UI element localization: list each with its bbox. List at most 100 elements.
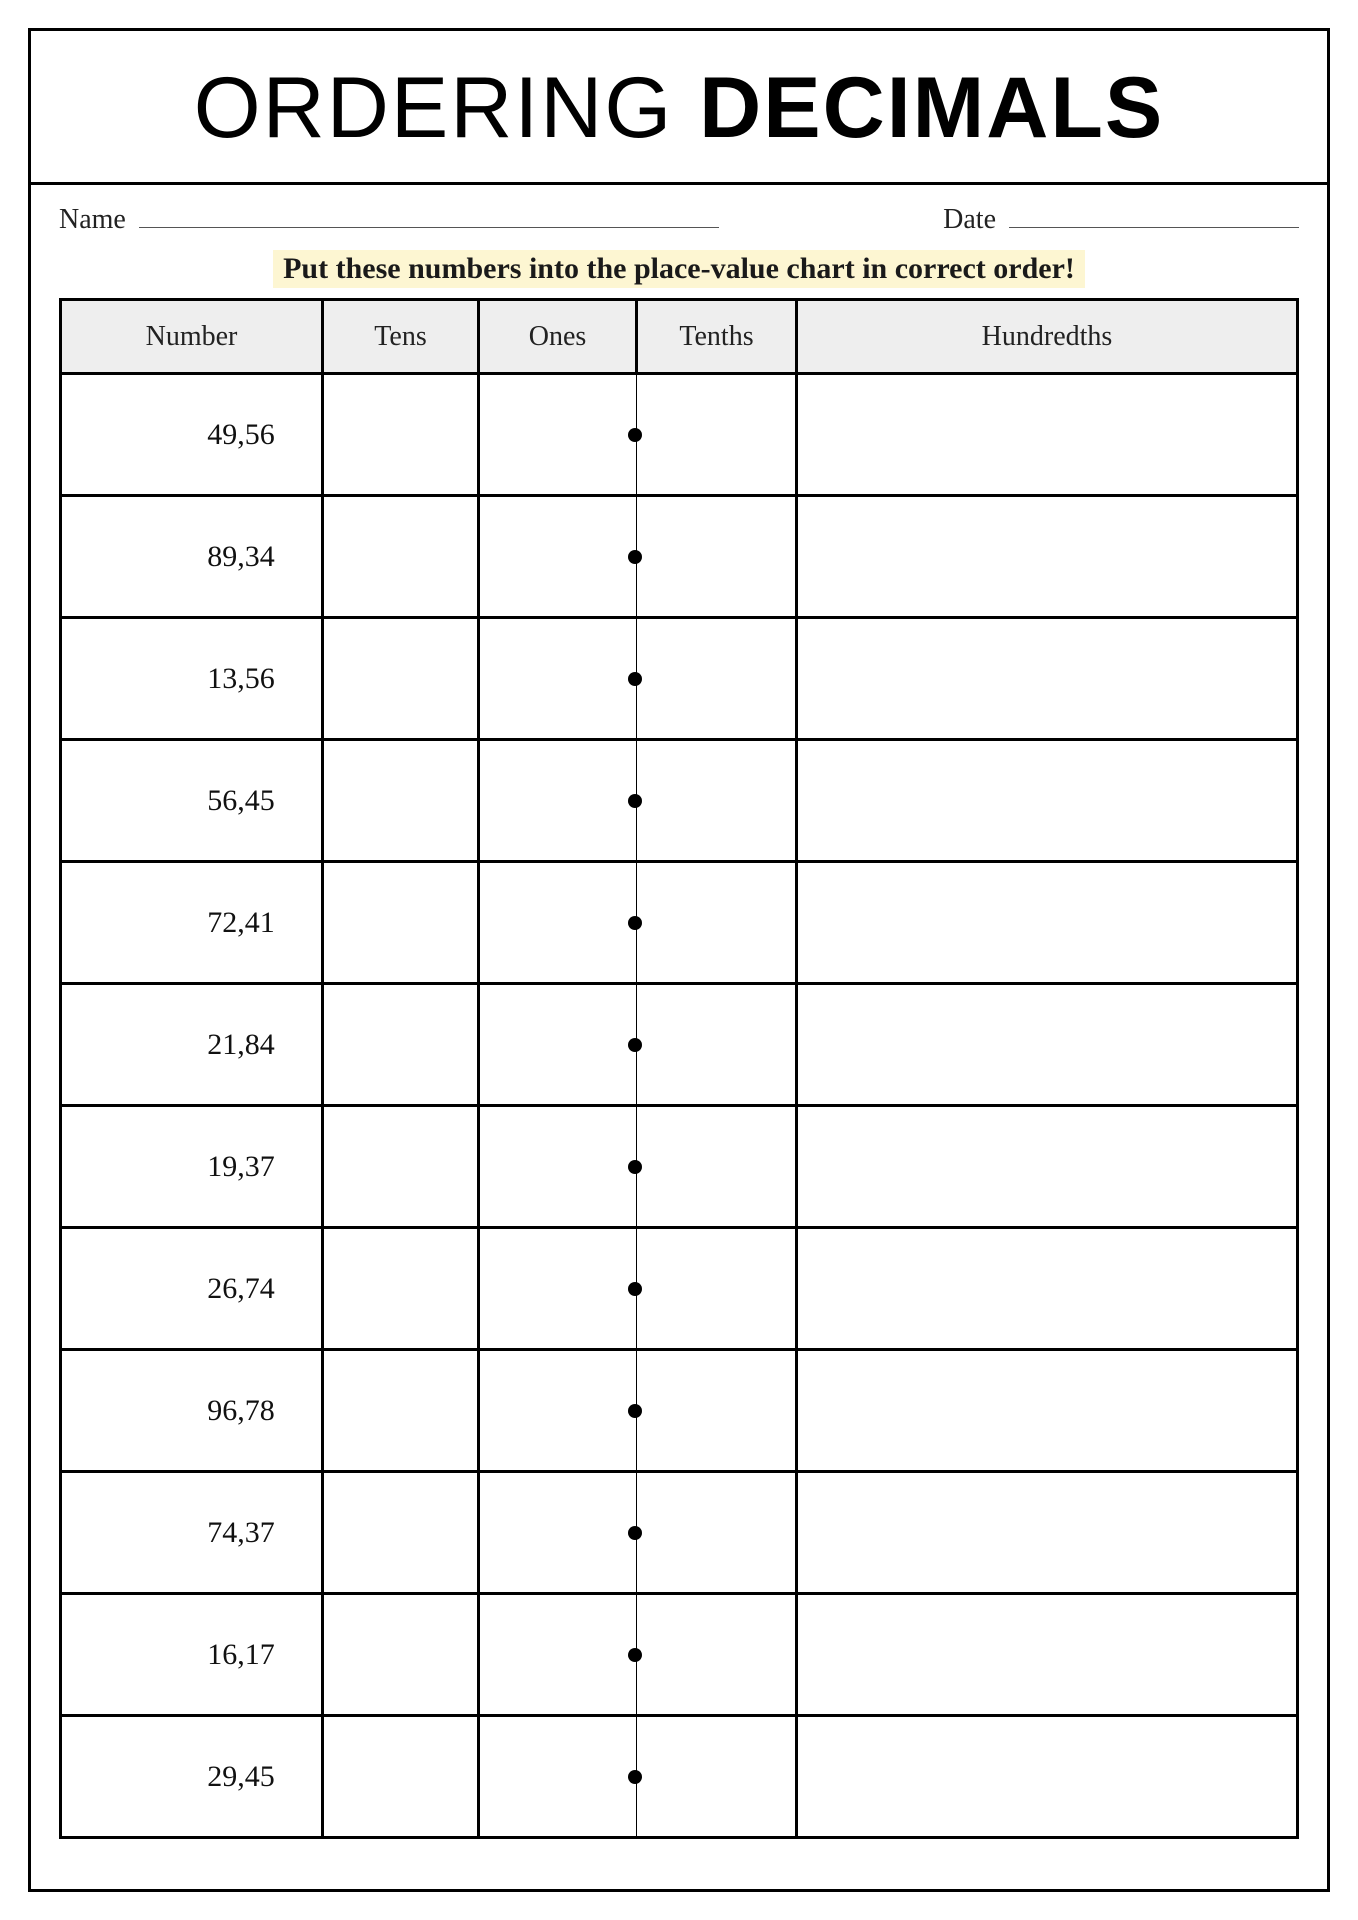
hundredths-cell[interactable] <box>797 740 1298 862</box>
decimal-point-icon <box>628 550 642 564</box>
tens-cell[interactable] <box>323 1350 479 1472</box>
title-bar: ORDERING DECIMALS <box>31 31 1327 185</box>
table-row: 19,37 <box>61 1106 1298 1228</box>
tens-cell[interactable] <box>323 1106 479 1228</box>
ones-cell[interactable] <box>479 1472 637 1594</box>
title-thin: ORDERING <box>194 60 699 156</box>
table-row: 89,34 <box>61 496 1298 618</box>
tenths-cell[interactable] <box>637 740 797 862</box>
ones-cell[interactable] <box>479 740 637 862</box>
col-ones: Ones <box>479 300 637 374</box>
ones-cell[interactable] <box>479 618 637 740</box>
worksheet-page: ORDERING DECIMALS Name Date Put these nu… <box>0 0 1358 1920</box>
decimal-point-icon <box>628 428 642 442</box>
ones-cell[interactable] <box>479 374 637 496</box>
name-blank-line[interactable] <box>139 203 719 228</box>
ones-cell[interactable] <box>479 1594 637 1716</box>
hundredths-cell[interactable] <box>797 862 1298 984</box>
number-cell: 19,37 <box>61 1106 323 1228</box>
instruction-text: Put these numbers into the place-value c… <box>273 250 1085 288</box>
tenths-cell[interactable] <box>637 862 797 984</box>
hundredths-cell[interactable] <box>797 1594 1298 1716</box>
tens-cell[interactable] <box>323 496 479 618</box>
tenths-cell[interactable] <box>637 1228 797 1350</box>
tens-cell[interactable] <box>323 1472 479 1594</box>
tenths-cell[interactable] <box>637 1472 797 1594</box>
instruction-wrap: Put these numbers into the place-value c… <box>31 236 1327 298</box>
outer-frame: ORDERING DECIMALS Name Date Put these nu… <box>28 28 1330 1892</box>
tenths-cell[interactable] <box>637 1716 797 1838</box>
hundredths-cell[interactable] <box>797 496 1298 618</box>
tens-cell[interactable] <box>323 862 479 984</box>
ones-cell[interactable] <box>479 862 637 984</box>
decimal-point-icon <box>628 916 642 930</box>
number-value: 16,17 <box>207 1638 275 1671</box>
tens-cell[interactable] <box>323 1228 479 1350</box>
decimal-point-icon <box>628 1282 642 1296</box>
hundredths-cell[interactable] <box>797 1350 1298 1472</box>
table-row: 96,78 <box>61 1350 1298 1472</box>
hundredths-cell[interactable] <box>797 984 1298 1106</box>
hundredths-cell[interactable] <box>797 618 1298 740</box>
tens-cell[interactable] <box>323 984 479 1106</box>
number-value: 89,34 <box>207 540 275 573</box>
col-tens: Tens <box>323 300 479 374</box>
number-value: 26,74 <box>207 1272 275 1305</box>
date-blank-line[interactable] <box>1009 203 1299 228</box>
number-value: 74,37 <box>207 1516 275 1549</box>
table-row: 74,37 <box>61 1472 1298 1594</box>
table-wrap: Number Tens Ones Tenths Hundredths 49,56… <box>31 298 1327 1867</box>
number-value: 49,56 <box>207 418 275 451</box>
tens-cell[interactable] <box>323 1716 479 1838</box>
hundredths-cell[interactable] <box>797 1228 1298 1350</box>
number-cell: 16,17 <box>61 1594 323 1716</box>
hundredths-cell[interactable] <box>797 1472 1298 1594</box>
tens-cell[interactable] <box>323 618 479 740</box>
tenths-cell[interactable] <box>637 496 797 618</box>
number-cell: 74,37 <box>61 1472 323 1594</box>
ones-cell[interactable] <box>479 1228 637 1350</box>
number-cell: 21,84 <box>61 984 323 1106</box>
number-value: 29,45 <box>207 1760 275 1793</box>
table-row: 72,41 <box>61 862 1298 984</box>
decimal-point-icon <box>628 1648 642 1662</box>
name-field: Name <box>59 203 719 236</box>
meta-gap <box>719 203 943 236</box>
decimal-point-icon <box>628 672 642 686</box>
number-cell: 29,45 <box>61 1716 323 1838</box>
decimal-point-icon <box>628 1160 642 1174</box>
ones-cell[interactable] <box>479 496 637 618</box>
number-value: 72,41 <box>207 906 275 939</box>
tens-cell[interactable] <box>323 374 479 496</box>
tenths-cell[interactable] <box>637 1350 797 1472</box>
page-title: ORDERING DECIMALS <box>194 60 1164 156</box>
ones-cell[interactable] <box>479 1716 637 1838</box>
tenths-cell[interactable] <box>637 984 797 1106</box>
decimal-point-icon <box>628 1038 642 1052</box>
ones-cell[interactable] <box>479 984 637 1106</box>
hundredths-cell[interactable] <box>797 374 1298 496</box>
table-row: 29,45 <box>61 1716 1298 1838</box>
number-cell: 49,56 <box>61 374 323 496</box>
number-cell: 96,78 <box>61 1350 323 1472</box>
ones-cell[interactable] <box>479 1350 637 1472</box>
tens-cell[interactable] <box>323 740 479 862</box>
hundredths-cell[interactable] <box>797 1716 1298 1838</box>
decimal-point-icon <box>628 794 642 808</box>
number-value: 21,84 <box>207 1028 275 1061</box>
tenths-cell[interactable] <box>637 1106 797 1228</box>
table-row: 26,74 <box>61 1228 1298 1350</box>
decimal-point-icon <box>628 1770 642 1784</box>
meta-row: Name Date <box>31 185 1327 236</box>
hundredths-cell[interactable] <box>797 1106 1298 1228</box>
date-field: Date <box>943 203 1299 236</box>
col-number: Number <box>61 300 323 374</box>
tenths-cell[interactable] <box>637 374 797 496</box>
number-cell: 13,56 <box>61 618 323 740</box>
tens-cell[interactable] <box>323 1594 479 1716</box>
number-cell: 26,74 <box>61 1228 323 1350</box>
number-value: 96,78 <box>207 1394 275 1427</box>
tenths-cell[interactable] <box>637 618 797 740</box>
ones-cell[interactable] <box>479 1106 637 1228</box>
tenths-cell[interactable] <box>637 1594 797 1716</box>
